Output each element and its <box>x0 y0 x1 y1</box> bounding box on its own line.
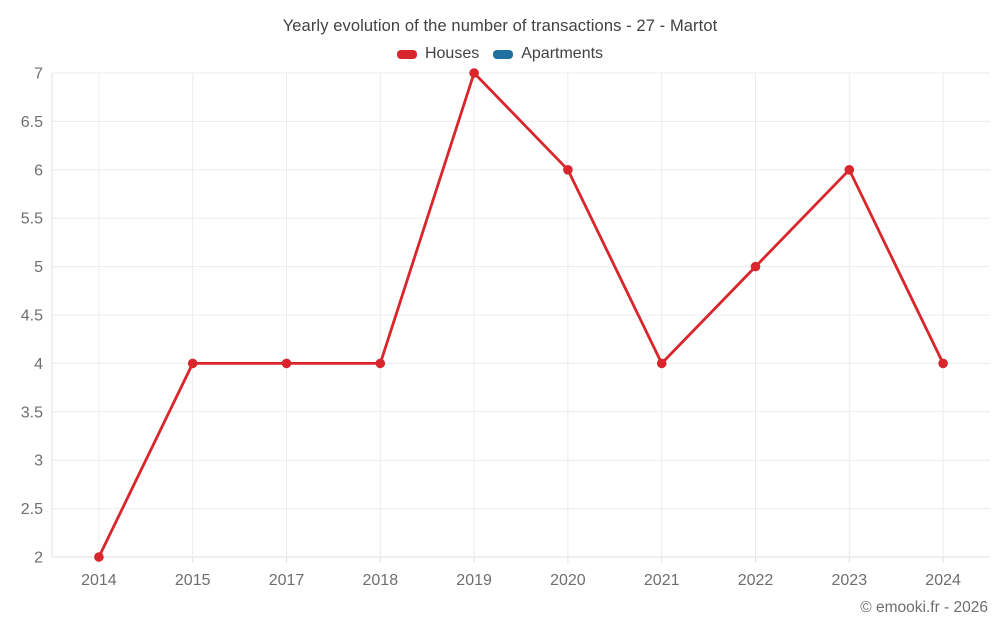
svg-text:2024: 2024 <box>925 572 961 589</box>
svg-text:2020: 2020 <box>550 572 586 589</box>
svg-text:2023: 2023 <box>832 572 868 589</box>
svg-text:3.5: 3.5 <box>21 404 43 421</box>
svg-text:7: 7 <box>34 66 43 83</box>
legend-item-houses[interactable]: Houses <box>396 45 480 63</box>
svg-text:6: 6 <box>34 162 43 179</box>
svg-text:2.5: 2.5 <box>21 501 43 518</box>
svg-text:2021: 2021 <box>644 572 680 589</box>
legend-label-houses: Houses <box>424 45 480 62</box>
svg-text:2018: 2018 <box>363 572 399 589</box>
svg-text:3: 3 <box>34 453 43 470</box>
svg-text:5: 5 <box>34 259 43 276</box>
apartments-series-swatch-icon <box>493 49 514 59</box>
svg-text:2014: 2014 <box>81 572 117 589</box>
svg-text:2019: 2019 <box>456 572 492 589</box>
svg-text:6.5: 6.5 <box>21 114 43 131</box>
svg-text:5.5: 5.5 <box>21 211 43 228</box>
legend-label-apartments: Apartments <box>521 45 604 62</box>
copyright: © emooki.fr - 2026 <box>860 599 988 616</box>
houses-series-swatch-icon <box>396 49 417 59</box>
legend-item-apartments[interactable]: Apartments <box>493 45 603 63</box>
svg-text:4.5: 4.5 <box>21 308 43 325</box>
svg-text:4: 4 <box>34 356 43 373</box>
svg-text:2015: 2015 <box>175 572 211 589</box>
svg-text:2: 2 <box>34 550 43 567</box>
svg-text:2017: 2017 <box>269 572 305 589</box>
chart-legend: Houses Apartments <box>0 45 1000 63</box>
svg-text:2022: 2022 <box>738 572 774 589</box>
chart-title: Yearly evolution of the number of transa… <box>282 17 718 35</box>
